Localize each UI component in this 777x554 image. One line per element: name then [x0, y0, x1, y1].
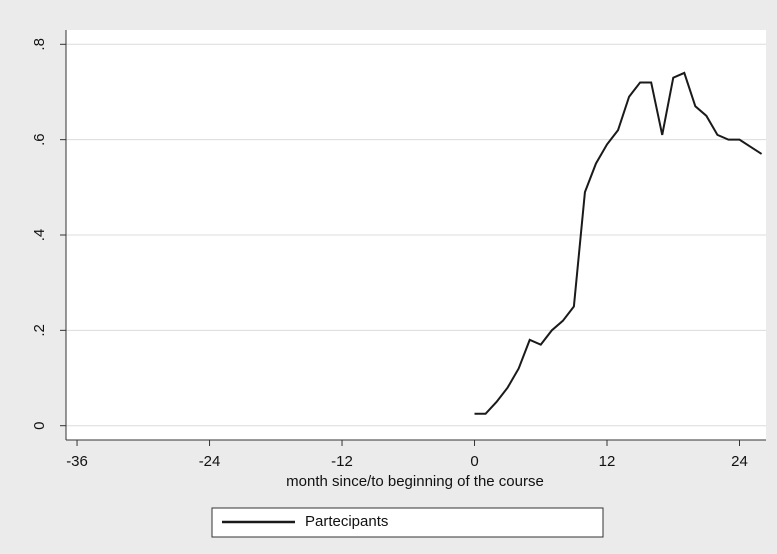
x-axis-label: month since/to beginning of the course — [286, 473, 544, 490]
y-tick-label: 0 — [31, 422, 48, 430]
x-tick-label: -12 — [331, 453, 353, 470]
y-tick-label: .4 — [31, 229, 48, 242]
y-tick-label: .8 — [31, 38, 48, 51]
y-tick-label: .6 — [31, 133, 48, 146]
x-tick-label: -36 — [66, 453, 88, 470]
x-tick-label: -24 — [199, 453, 221, 470]
series-line — [474, 71, 763, 415]
legend-label: Partecipants — [305, 513, 388, 530]
x-tick-label: 0 — [470, 453, 478, 470]
y-tick-label: .2 — [31, 324, 48, 337]
x-tick-label: 12 — [599, 453, 616, 470]
x-tick-label: 24 — [731, 453, 748, 470]
